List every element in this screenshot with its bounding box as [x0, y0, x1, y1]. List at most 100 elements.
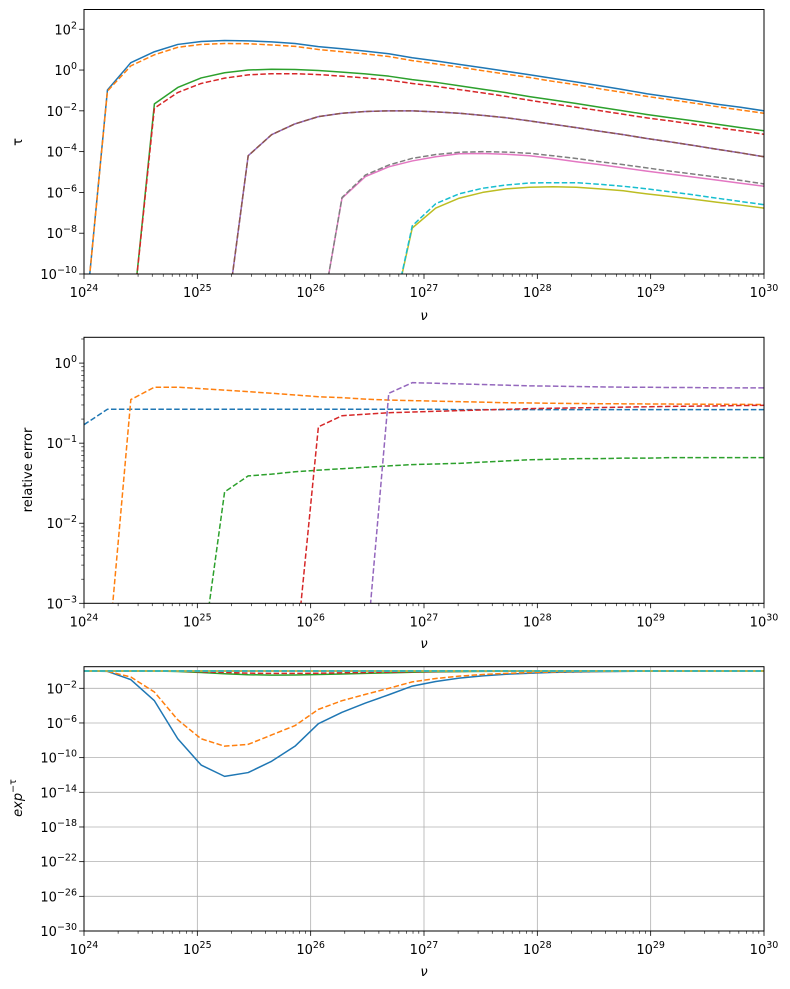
x-tick-label: 1027 [410, 940, 439, 958]
tick-base: 10 [70, 943, 87, 958]
tick-base: 10 [636, 286, 653, 301]
tick-base: 10 [410, 286, 427, 301]
y-tick-label: 10−22 [40, 853, 77, 871]
y-tick-label: 10−1 [46, 434, 77, 452]
tick-exponent: 28 [540, 283, 552, 294]
series-group [84, 670, 764, 778]
tick-exponent: −2 [63, 679, 77, 690]
tick-exponent: −8 [63, 224, 77, 235]
y-label-exponent: −τ [8, 779, 19, 793]
series-line-0 [84, 408, 764, 426]
y-tick-label: 10−4 [46, 143, 77, 161]
tick-base: 10 [46, 105, 63, 120]
tick-base: 10 [70, 286, 87, 301]
tick-base: 10 [523, 286, 540, 301]
series-line-5 [231, 110, 764, 274]
tick-exponent: −14 [57, 783, 77, 794]
x-tick-label: 1028 [523, 612, 552, 630]
y-tick-label: 100 [54, 354, 77, 372]
tick-exponent: 27 [426, 940, 438, 951]
tick-exponent: 27 [426, 612, 438, 623]
x-tick-label: 1024 [70, 283, 99, 301]
x-tick-label: 1029 [636, 940, 665, 958]
tick-exponent: −2 [63, 102, 77, 113]
y-axis-label: relative error [21, 427, 36, 512]
x-tick-label: 1024 [70, 940, 99, 958]
tick-exponent: −26 [57, 887, 77, 898]
x-tick-label: 1028 [523, 283, 552, 301]
x-tick-label: 1028 [523, 940, 552, 958]
x-axis-label: ν [420, 965, 427, 980]
tick-exponent: −4 [63, 143, 77, 154]
tick-exponent: 27 [426, 283, 438, 294]
y-tick-label: 10−8 [46, 224, 77, 242]
tick-exponent: 29 [653, 940, 665, 951]
y-axis-label: exp−τ [8, 779, 26, 817]
y-tick-label: 10−6 [46, 183, 77, 201]
y-tick-label: 10−10 [40, 265, 77, 283]
tick-base: 10 [523, 943, 540, 958]
y-tick-label: 10−14 [40, 783, 77, 801]
tick-base: 10 [410, 943, 427, 958]
tick-base: 10 [40, 890, 57, 905]
series-line-2 [136, 68, 764, 274]
series-line-8 [401, 185, 764, 274]
y-tick-label: 10−2 [46, 514, 77, 532]
x-axis-label: ν [420, 309, 427, 324]
x-tick-label: 1029 [636, 612, 665, 630]
tick-base: 10 [523, 615, 540, 630]
x-tick-label: 1029 [636, 283, 665, 301]
tick-base: 10 [183, 286, 200, 301]
tick-base: 10 [296, 286, 313, 301]
series-line-4 [369, 381, 764, 604]
tick-exponent: −22 [57, 853, 77, 864]
tick-exponent: 24 [86, 940, 98, 951]
tick-base: 10 [54, 357, 71, 372]
x-tick-label: 1026 [296, 940, 325, 958]
series-line-1 [89, 42, 764, 274]
series-line-2 [208, 456, 764, 604]
tick-base: 10 [54, 64, 71, 79]
y-tick-label: 102 [54, 20, 77, 38]
tick-exponent: 25 [200, 940, 212, 951]
series-line-3 [300, 404, 764, 604]
tick-base: 10 [46, 227, 63, 242]
series-line-0 [89, 39, 764, 274]
tick-base: 10 [46, 437, 63, 452]
tick-base: 10 [183, 615, 200, 630]
tick-base: 10 [636, 615, 653, 630]
tick-base: 10 [40, 786, 57, 801]
tick-base: 10 [70, 615, 87, 630]
x-tick-label: 1030 [750, 283, 779, 301]
y-tick-label: 10−26 [40, 887, 77, 905]
tick-base: 10 [40, 821, 57, 836]
tick-base: 10 [40, 856, 57, 871]
tick-base: 10 [750, 615, 767, 630]
tick-exponent: 0 [71, 354, 77, 365]
tick-base: 10 [54, 23, 71, 38]
y-tick-label: 10−2 [46, 102, 77, 120]
tick-exponent: −10 [57, 749, 77, 760]
tick-exponent: 26 [313, 940, 325, 951]
tick-base: 10 [46, 517, 63, 532]
series-line-1 [112, 386, 764, 604]
tick-base: 10 [40, 925, 57, 940]
tick-exponent: 26 [313, 612, 325, 623]
tick-exponent: 24 [86, 612, 98, 623]
tick-exponent: 30 [766, 940, 778, 951]
x-tick-label: 1026 [296, 612, 325, 630]
relative-error-panel: 1024 1025 1026 1027 1028 1029 103010−310−210−1… [21, 336, 778, 652]
tick-exponent: −10 [57, 265, 77, 276]
x-tick-label: 1025 [183, 283, 212, 301]
tick-exponent: 25 [200, 283, 212, 294]
y-label-base: exp [11, 793, 26, 817]
y-tick-label: 100 [54, 61, 77, 79]
tick-exponent: −6 [63, 183, 77, 194]
tick-base: 10 [46, 186, 63, 201]
tick-exponent: −2 [63, 514, 77, 525]
tick-base: 10 [296, 943, 313, 958]
x-axis-label: ν [420, 637, 427, 652]
x-tick-label: 1026 [296, 283, 325, 301]
y-tick-label: 10−30 [40, 922, 77, 940]
tick-exponent: 30 [766, 612, 778, 623]
